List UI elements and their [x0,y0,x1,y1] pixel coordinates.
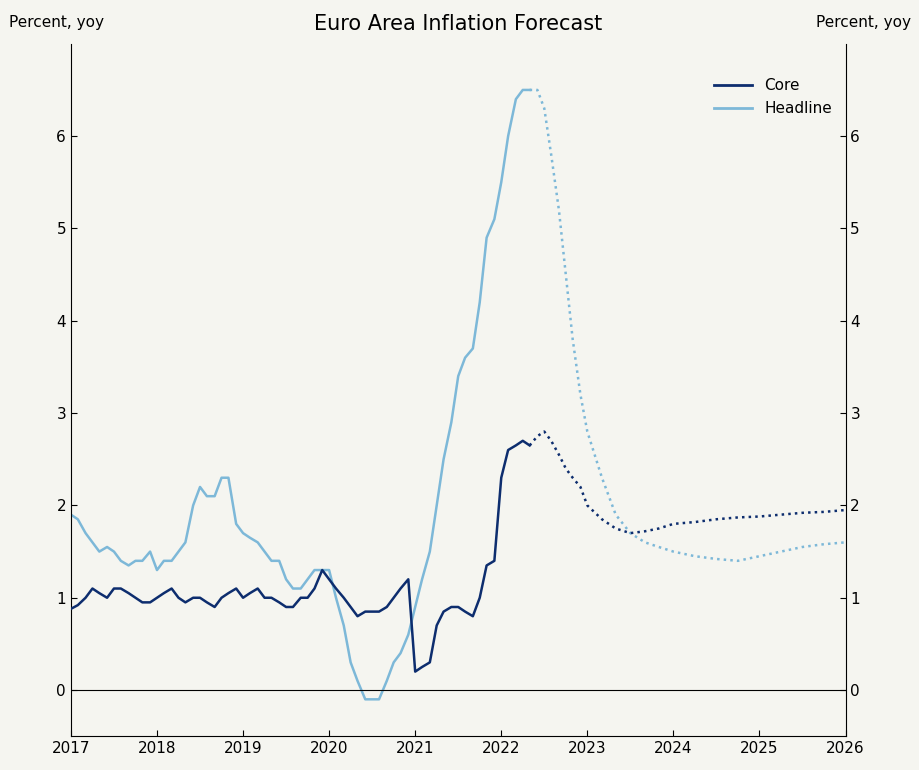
Text: Percent, yoy: Percent, yoy [9,15,104,30]
Legend: Core, Headline: Core, Headline [707,72,837,122]
Title: Euro Area Inflation Forecast: Euro Area Inflation Forecast [313,14,602,34]
Text: Percent, yoy: Percent, yoy [815,15,911,30]
